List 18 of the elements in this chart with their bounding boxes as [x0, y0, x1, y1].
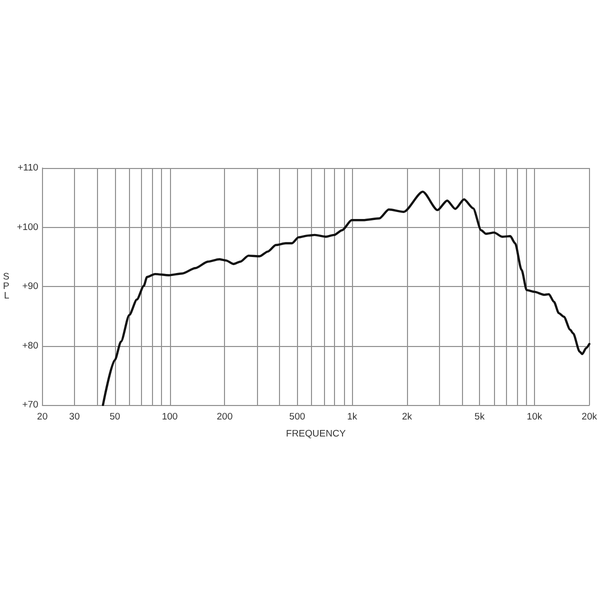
x-tick-label: 20k: [582, 412, 598, 422]
x-tick-label: 100: [162, 412, 178, 422]
y-tick-label: +100: [16, 222, 38, 233]
x-tick-label: 1k: [347, 412, 358, 422]
x-tick-label: 10k: [526, 412, 542, 422]
x-tick-label: 500: [289, 412, 306, 422]
y-tick-label: +90: [22, 281, 38, 292]
y-tick-label: +80: [22, 340, 38, 352]
x-tick-label: 50: [110, 412, 120, 422]
y-axis-title: SPL: [2, 272, 10, 302]
y-tick-label: +110: [18, 162, 38, 174]
x-tick-label: 200: [216, 412, 233, 422]
x-tick-label: 2k: [402, 412, 412, 422]
y-tick-label: +70: [22, 400, 38, 410]
x-axis-title: FREQUENCY: [286, 428, 346, 440]
x-tick-label: 5k: [474, 412, 485, 422]
x-tick-label: 20: [37, 412, 48, 422]
x-tick-label: 30: [69, 412, 80, 422]
